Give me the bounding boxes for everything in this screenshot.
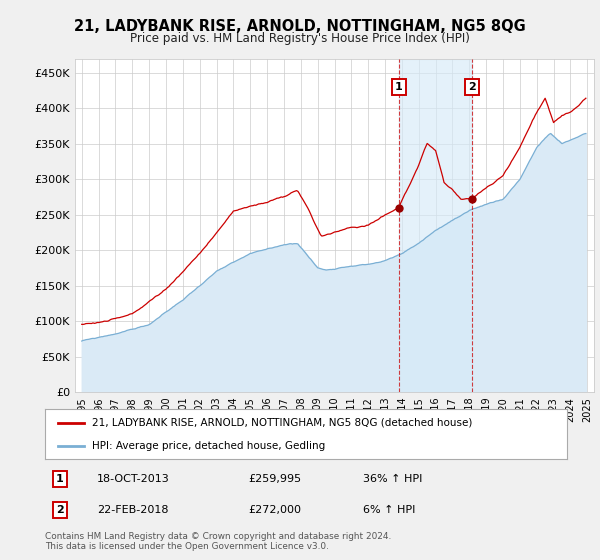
Text: 18-OCT-2013: 18-OCT-2013 [97, 474, 170, 484]
Text: Price paid vs. HM Land Registry's House Price Index (HPI): Price paid vs. HM Land Registry's House … [130, 32, 470, 45]
Text: 21, LADYBANK RISE, ARNOLD, NOTTINGHAM, NG5 8QG: 21, LADYBANK RISE, ARNOLD, NOTTINGHAM, N… [74, 19, 526, 34]
Text: HPI: Average price, detached house, Gedling: HPI: Average price, detached house, Gedl… [92, 441, 325, 451]
Text: 2: 2 [56, 505, 64, 515]
Text: 36% ↑ HPI: 36% ↑ HPI [364, 474, 423, 484]
Text: 6% ↑ HPI: 6% ↑ HPI [364, 505, 416, 515]
Text: 1: 1 [56, 474, 64, 484]
Text: 1: 1 [395, 82, 403, 92]
Text: 22-FEB-2018: 22-FEB-2018 [97, 505, 169, 515]
Text: 2: 2 [468, 82, 476, 92]
Text: £259,995: £259,995 [248, 474, 302, 484]
Bar [398, 59, 472, 392]
Text: £272,000: £272,000 [248, 505, 302, 515]
Text: Contains HM Land Registry data © Crown copyright and database right 2024.
This d: Contains HM Land Registry data © Crown c… [45, 532, 391, 552]
Text: 21, LADYBANK RISE, ARNOLD, NOTTINGHAM, NG5 8QG (detached house): 21, LADYBANK RISE, ARNOLD, NOTTINGHAM, N… [92, 418, 472, 428]
